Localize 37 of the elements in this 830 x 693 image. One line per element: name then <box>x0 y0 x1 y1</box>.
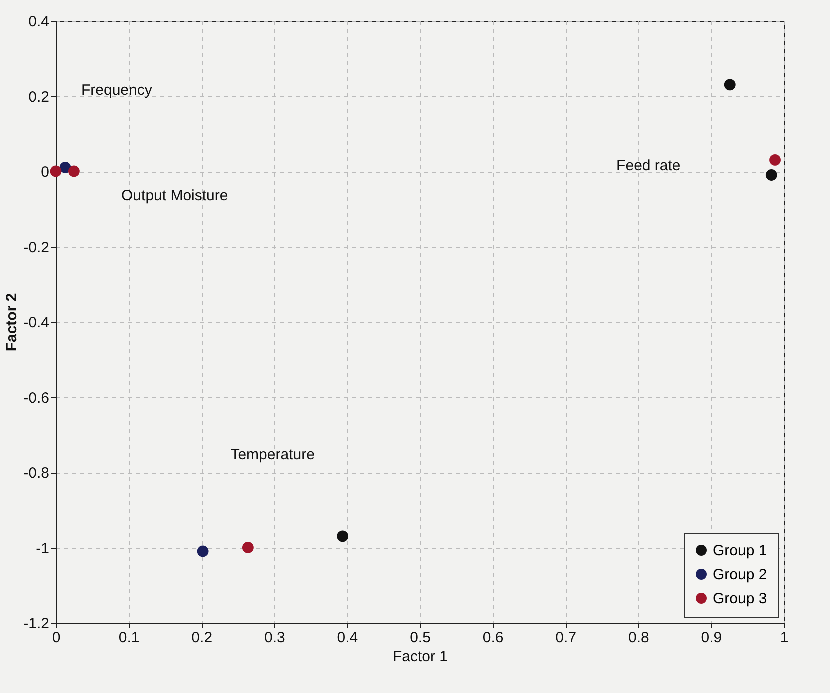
x-tick-label: 1 <box>780 630 789 646</box>
point <box>766 170 778 181</box>
x-tick-label: 0.1 <box>118 630 140 646</box>
legend-label: Group 1 <box>713 542 768 560</box>
y-tick-label: 0 <box>41 164 50 181</box>
x-tick-label: 0.3 <box>264 630 286 646</box>
point <box>68 166 80 178</box>
y-tick-label: 0.2 <box>28 88 50 106</box>
annotation: Frequency <box>81 82 153 100</box>
x-axis-title: Factor 1 <box>392 648 448 666</box>
annotation: Output Moisture <box>122 188 228 205</box>
point <box>197 546 209 558</box>
x-tick-label: 0.5 <box>410 630 431 646</box>
y-tick-label: 0.4 <box>28 14 50 30</box>
x-tick-label: 0.6 <box>482 630 504 646</box>
y-axis-title: Factor 2 <box>4 293 21 352</box>
x-tick-label: 0 <box>52 630 61 646</box>
point <box>242 542 254 554</box>
annotation: Feed rate <box>616 157 681 174</box>
legend-label: Group 2 <box>713 566 768 584</box>
y-tick-label: -0.6 <box>24 390 50 407</box>
y-tick-label: -0.8 <box>24 465 50 482</box>
x-tick-label: 0.8 <box>628 630 650 646</box>
y-tick-label: -0.4 <box>24 314 50 332</box>
x-tick-label: 0.4 <box>337 630 358 646</box>
point <box>724 79 736 91</box>
x-tick-label: 0.9 <box>701 630 722 646</box>
y-tick-label: -0.2 <box>24 239 50 256</box>
point <box>770 154 781 166</box>
legend-label: Group 3 <box>713 590 768 608</box>
x-tick-label: 0.2 <box>192 630 213 646</box>
x-tick-label: 0.7 <box>556 630 577 646</box>
annotation: Temperature <box>230 446 315 464</box>
y-tick-label: -1 <box>36 540 50 558</box>
y-tick-label: -1.2 <box>24 616 50 632</box>
point <box>50 166 62 178</box>
point <box>337 530 349 542</box>
